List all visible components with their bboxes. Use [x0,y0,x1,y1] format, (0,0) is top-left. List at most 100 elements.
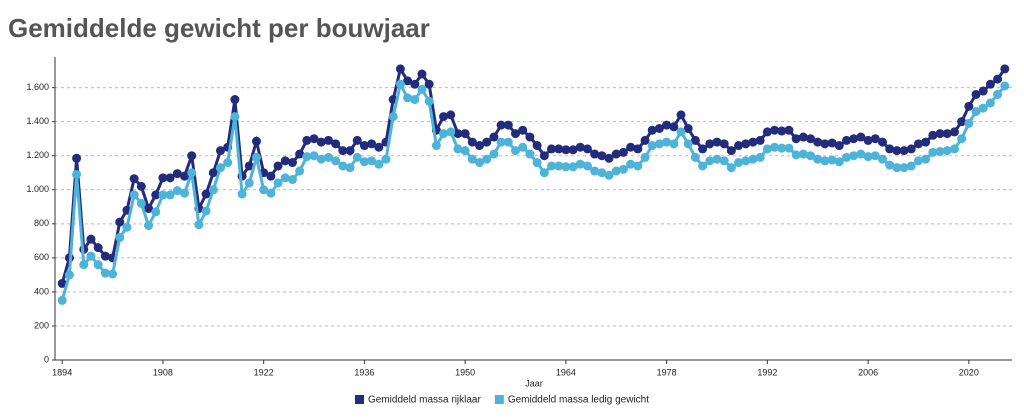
data-point [618,147,628,157]
x-tick-label: 1922 [254,367,274,377]
data-point [827,155,837,165]
x-tick-label: 1950 [455,367,475,377]
data-point [287,158,297,168]
data-point [93,243,103,253]
data-point [165,190,175,200]
data-point [712,137,722,147]
data-point [913,139,923,149]
y-tick-label: 200 [34,320,49,330]
data-point [352,135,362,145]
data-point [935,129,945,139]
data-point [985,79,995,89]
data-point [798,149,808,159]
data-point [993,89,1003,99]
data-point [374,142,384,152]
data-point [1000,64,1010,74]
data-point [158,190,168,200]
data-point [230,112,240,122]
data-point [446,127,456,137]
x-tick-label: 1964 [556,367,576,377]
data-point [251,152,261,162]
data-point [395,64,405,74]
data-point [719,139,729,149]
data-point [827,138,837,148]
data-point [654,139,664,149]
data-point [482,154,492,164]
data-point [964,118,974,128]
data-point [467,137,477,147]
data-point [172,186,182,196]
data-point [777,126,787,136]
x-tick-label: 2020 [959,367,979,377]
data-point [158,173,168,183]
x-tick-label: 1908 [153,367,173,377]
x-tick-label: 1992 [757,367,777,377]
data-point [626,142,636,152]
data-point [985,98,995,108]
data-point [1000,81,1010,91]
data-point [187,151,197,161]
data-point [683,123,693,133]
data-point [511,146,521,156]
data-point [410,79,420,89]
y-tick-label: 0 [44,354,49,364]
data-point [395,79,405,89]
data-point [460,129,470,139]
data-point [280,173,290,183]
data-point [942,146,952,156]
data-point [381,154,391,164]
data-point [820,139,830,149]
data-point [734,158,744,168]
y-tick-label: 1.000 [26,184,49,194]
data-point [72,153,82,163]
data-point [813,154,823,164]
data-point [784,143,794,153]
data-point [611,166,621,176]
legend-label: Gemiddeld massa rijklaar [368,395,481,406]
data-point [273,161,283,171]
data-point [978,86,988,96]
data-point [546,161,556,171]
data-point [813,137,823,147]
data-point [374,159,384,169]
data-point [784,125,794,135]
data-point [482,137,492,147]
data-point [949,127,959,137]
data-point [424,96,434,106]
data-point [662,137,672,147]
data-point [367,156,377,166]
data-point [172,169,182,179]
data-point [417,69,427,79]
data-point [640,152,650,162]
data-point [820,156,830,166]
data-point [993,74,1003,84]
data-point [503,120,513,130]
data-point [604,170,614,180]
data-point [323,135,333,145]
data-point [791,134,801,144]
data-point [604,153,614,163]
data-point [165,173,175,183]
data-point [424,79,434,89]
data-point [762,144,772,154]
data-point [568,145,578,155]
data-point [582,144,592,154]
data-point [64,270,74,280]
data-point [244,161,254,171]
data-point [885,144,895,154]
data-point [223,158,233,168]
data-point [726,146,736,156]
data-point [439,129,449,139]
data-point [611,149,621,159]
data-point [460,146,470,156]
data-point [208,168,218,178]
data-point [338,146,348,156]
data-point [777,143,787,153]
data-point [647,141,657,151]
data-point [151,190,161,200]
data-point [115,232,125,242]
data-point [410,95,420,105]
data-point [554,144,564,154]
data-point [266,188,276,198]
data-point [654,123,664,133]
